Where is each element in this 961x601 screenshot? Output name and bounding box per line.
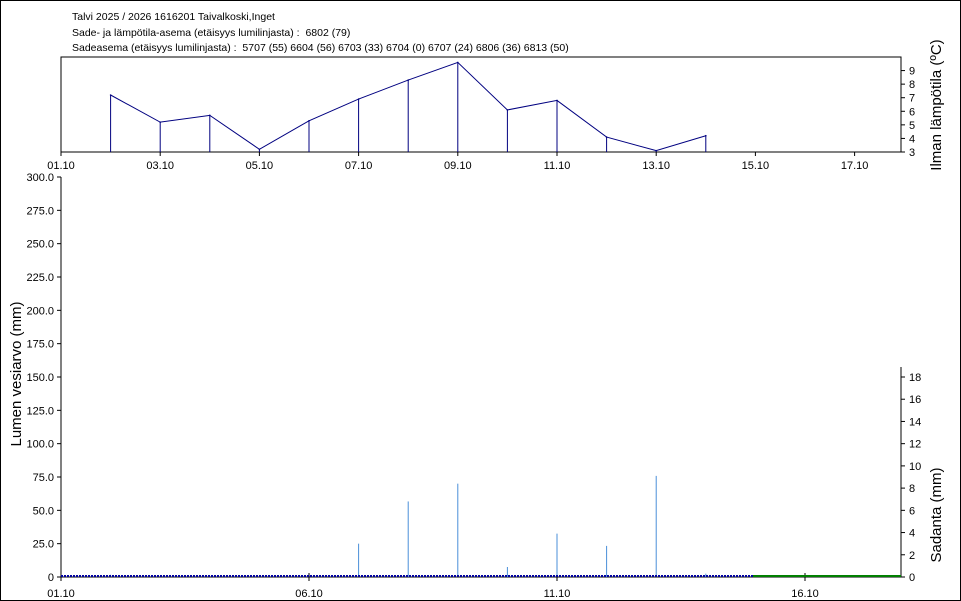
swe-y-tick-label: 225.0 bbox=[26, 272, 54, 284]
temp-x-tick-label: 13.10 bbox=[642, 160, 670, 172]
main-x-tick-label: 16.10 bbox=[791, 588, 819, 600]
swe-y-tick-label: 75.0 bbox=[33, 472, 54, 484]
temperature-point bbox=[258, 148, 261, 151]
temp-station-line: Sade- ja lämpötila-asema (etäisyys lumil… bbox=[72, 27, 350, 39]
temperature-point bbox=[457, 61, 459, 64]
precip-y-tick-label: 14 bbox=[909, 416, 921, 428]
precip-y-tick-label: 6 bbox=[909, 505, 915, 517]
temp-x-tick-label: 09.10 bbox=[444, 160, 472, 172]
main-x-tick-label: 01.10 bbox=[47, 588, 75, 600]
temp-x-tick-label: 15.10 bbox=[742, 160, 770, 172]
swe-y-tick-label: 0 bbox=[48, 572, 54, 584]
temperature-point bbox=[605, 136, 608, 138]
swe-y-tick-label: 150.0 bbox=[26, 372, 54, 384]
precip-y-axis-label: Sadanta (mm) bbox=[928, 467, 945, 562]
precip-y-tick-label: 18 bbox=[909, 372, 921, 384]
swe-y-tick-label: 200.0 bbox=[26, 305, 54, 317]
temperature-point bbox=[308, 119, 310, 122]
precip-y-tick-label: 0 bbox=[909, 572, 915, 584]
temp-y-tick-label: 8 bbox=[909, 79, 915, 91]
temp-y-axis-label: Ilman lämpötila (ºC) bbox=[928, 39, 945, 170]
temperature-point bbox=[407, 79, 410, 81]
temp-y-tick-label: 9 bbox=[909, 66, 915, 78]
swe-y-tick-label: 300.0 bbox=[26, 172, 54, 184]
temperature-point bbox=[159, 121, 161, 123]
main-panel: 025.050.075.0100.0125.0150.0175.0200.022… bbox=[8, 172, 945, 600]
precip-y-tick-label: 2 bbox=[909, 550, 915, 562]
precip-station-line: Sadeasema (etäisyys lumilinjasta) : 5707… bbox=[72, 42, 569, 54]
temp-y-tick-label: 7 bbox=[909, 93, 915, 105]
swe-y-tick-label: 175.0 bbox=[26, 339, 54, 351]
temp-y-tick-label: 4 bbox=[909, 133, 915, 145]
temperature-point bbox=[556, 99, 558, 102]
temperature-plot-frame bbox=[60, 56, 902, 153]
temp-y-tick-label: 3 bbox=[909, 147, 915, 159]
precip-station-label: Sadeasema (etäisyys lumilinjasta) : bbox=[72, 42, 237, 54]
temp-x-tick-label: 05.10 bbox=[246, 160, 274, 172]
temp-x-tick-label: 03.10 bbox=[146, 160, 174, 172]
temperature-panel: 01.10 03.10 05.10 07.10 09.10 11.10 13.10 15.10… bbox=[47, 39, 945, 172]
chart-title: Talvi 2025 / 2026 1616201 Taivalkoski,In… bbox=[72, 11, 275, 23]
precip-y-tick-label: 12 bbox=[909, 439, 921, 451]
swe-y-tick-label: 50.0 bbox=[33, 505, 54, 517]
main-x-tick-label: 06.10 bbox=[295, 588, 323, 600]
swe-y-tick-label: 275.0 bbox=[26, 205, 54, 217]
temperature-point bbox=[109, 94, 112, 96]
temp-station-value: 6802 (79) bbox=[305, 27, 351, 39]
swe-y-tick-label: 125.0 bbox=[26, 405, 54, 417]
main-x-tick-label: 11.10 bbox=[544, 588, 571, 600]
temp-x-tick-label: 01.10 bbox=[47, 160, 75, 172]
swe-y-tick-label: 100.0 bbox=[26, 439, 54, 451]
precip-y-tick-label: 16 bbox=[909, 394, 921, 406]
temperature-point bbox=[209, 114, 211, 117]
temperature-point bbox=[506, 109, 509, 111]
precip-y-tick-label: 10 bbox=[909, 461, 921, 473]
temp-x-tick-label: 11.10 bbox=[544, 160, 571, 172]
precip-y-tick-label: 4 bbox=[909, 528, 915, 540]
temperature-point bbox=[655, 149, 657, 152]
temp-station-label: Sade- ja lämpötila-asema (etäisyys lumil… bbox=[72, 27, 300, 39]
swe-y-tick-label: 25.0 bbox=[33, 539, 54, 551]
swe-y-axis-label: Lumen vesiarvo (mm) bbox=[8, 301, 25, 446]
precip-station-value: 5707 (55) 6604 (56) 6703 (33) 6704 (0) 6… bbox=[242, 42, 569, 54]
precip-y-tick-label: 8 bbox=[909, 483, 915, 495]
temperature-point bbox=[357, 98, 360, 100]
temperature-point bbox=[705, 134, 707, 137]
temp-y-tick-label: 5 bbox=[909, 120, 915, 132]
swe-y-tick-label: 250.0 bbox=[26, 239, 54, 251]
temp-y-tick-label: 6 bbox=[909, 106, 915, 118]
temp-x-tick-label: 17.10 bbox=[841, 160, 869, 172]
temp-x-tick-label: 07.10 bbox=[345, 160, 373, 172]
